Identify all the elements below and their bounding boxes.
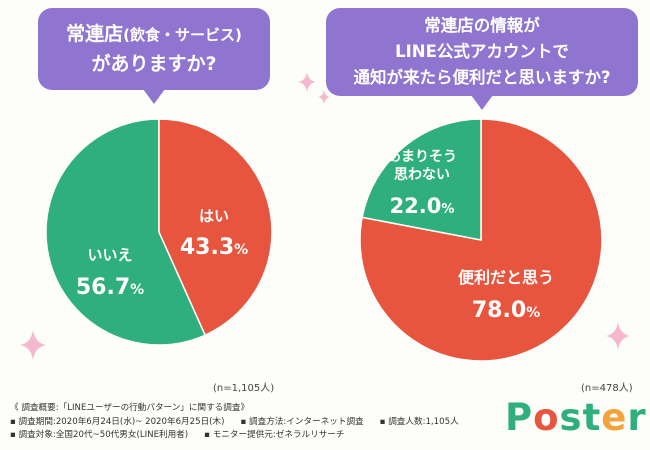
- slice-label-no: いいえ: [87, 246, 132, 264]
- question-1-line1-main: 常連店: [66, 22, 124, 45]
- sparkle-icon: [298, 72, 316, 92]
- slice-label-not-really-line1: あまりそう: [387, 149, 457, 165]
- pie-chart-regular-store: はい 43.3% いいえ 56.7%: [45, 118, 273, 346]
- slice-label-convenient: 便利だと思う: [458, 268, 554, 287]
- question-1-line1-sub: (飲食・サービス): [123, 25, 242, 44]
- slice-label-yes: はい: [199, 207, 229, 225]
- survey-summary: 《 調査概要:「LINEユーザーの行動パターン」に関する調査》 ▪ 調査期間:2…: [10, 402, 459, 443]
- slice-value-not-really: 22.0%: [390, 194, 455, 218]
- sample-size-left: (n=1,105人): [213, 383, 275, 394]
- question-bubble-regular-store: 常連店(飲食・サービス) がありますか?: [38, 8, 270, 104]
- question-2-line2: LINE公式アカウントで: [395, 42, 569, 61]
- pie-slice-yes: [158, 118, 273, 337]
- poster-logo: Poster: [505, 396, 647, 439]
- slice-label-not-really-line2: 思わない: [394, 167, 450, 183]
- question-bubble-line-notification: 常連店の情報が LINE公式アカウントで 通知が来たら便利だと思いますか?: [326, 8, 638, 110]
- sample-size-right: (n=478人): [581, 383, 633, 394]
- sparkle-icon: [20, 330, 46, 360]
- slice-value-no: 56.7%: [76, 275, 144, 300]
- slice-value-yes: 43.3%: [180, 235, 248, 260]
- survey-count: ▪ 調査人数:1,105人: [379, 416, 459, 427]
- survey-target: ▪ 調査対象:全国20代~50代男女(LINE利用者): [10, 430, 189, 440]
- survey-provider: ▪ モニター提供元:ゼネラルリサーチ: [204, 430, 345, 440]
- sparkle-icon: [606, 322, 630, 350]
- pie-chart-line-notification: あまりそう 思わない 22.0% 便利だと思う 78.0%: [359, 118, 603, 362]
- question-1-line2: がありますか?: [91, 52, 217, 75]
- question-2-line3: 通知が来たら便利だと思いますか?: [353, 68, 611, 87]
- survey-heading: 《 調査概要:「LINEユーザーの行動パターン」に関する調査》: [10, 403, 250, 413]
- pie-slice-no: [45, 118, 207, 346]
- survey-method: ▪ 調査方法:インターネット調査: [240, 416, 364, 427]
- pie-slice-not-really: [361, 118, 482, 241]
- survey-period: ▪ 調査期間:2020年6月24日(水)~ 2020年6月25日(木): [10, 416, 225, 427]
- sparkle-icon: [318, 90, 330, 104]
- question-2-line1: 常連店の情報が: [424, 16, 540, 35]
- slice-value-convenient: 78.0%: [472, 298, 540, 323]
